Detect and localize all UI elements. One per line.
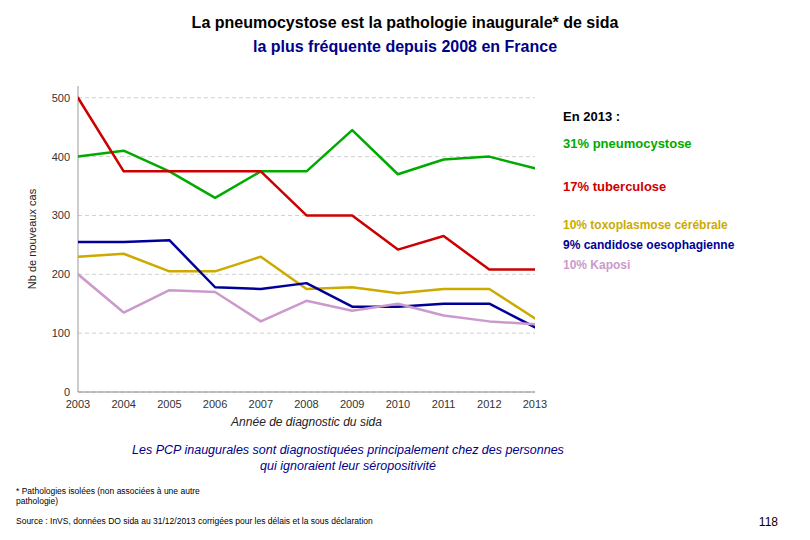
x-axis-label: Année de diagnostic du sida: [230, 415, 382, 429]
page-number: 118: [759, 515, 778, 529]
subtitle: Les PCP inaugurales sont diagnostiquées …: [132, 443, 564, 473]
footnote: Source : InVS, données DO sida au 31/12/…: [16, 516, 373, 526]
title-line: La pneumocystose est la pathologie inaug…: [192, 14, 619, 31]
lines: [78, 98, 535, 328]
x-tick-label: 2004: [111, 398, 135, 410]
annotation: 17% tuberculose: [563, 179, 666, 194]
x-tick-label: 2012: [477, 398, 501, 410]
y-tick-label: 400: [52, 151, 70, 163]
x-axis-line: [78, 392, 535, 393]
y-tick-label: 100: [52, 327, 70, 339]
x-tick-label: 2008: [294, 398, 318, 410]
chart: La pneumocystose est la pathologie inaug…: [0, 0, 810, 540]
y-tick-label: 200: [52, 268, 70, 280]
series-line: [78, 240, 535, 327]
title-line: la plus fréquente depuis 2008 en France: [253, 38, 557, 55]
x-tick-label: 2007: [249, 398, 273, 410]
title: La pneumocystose est la pathologie inaug…: [192, 14, 619, 55]
grid-line: [78, 274, 535, 275]
x-tick-label: 2011: [432, 398, 456, 410]
grid-line: [78, 97, 535, 98]
grid-line: [78, 392, 535, 393]
series-line: [78, 274, 535, 324]
x-tick-label: 2003: [66, 398, 90, 410]
annotation: 31% pneumocystose: [563, 136, 692, 151]
x-tick-label: 2006: [203, 398, 227, 410]
y-axis-line: [78, 86, 79, 392]
series-line: [78, 254, 535, 319]
y-tick-label: 500: [52, 92, 70, 104]
footnote-line: Source : InVS, données DO sida au 31/12/…: [16, 516, 373, 526]
grid: [78, 98, 535, 392]
annotation: 10% Kaposi: [563, 258, 630, 272]
annotation: 10% toxoplasmose cérébrale: [563, 218, 728, 232]
grid-line: [78, 333, 535, 334]
footnote-line: * Pathologies isolées (non associées à u…: [16, 486, 200, 496]
x-tick-label: 2013: [523, 398, 547, 410]
y-axis-label: Nb de nouveaux cas: [26, 188, 38, 289]
background: [0, 0, 810, 540]
x-tick-label: 2009: [340, 398, 364, 410]
annotation: 9% candidose oesophagienne: [563, 238, 735, 252]
footnote: * Pathologies isolées (non associées à u…: [16, 486, 200, 506]
subtitle-line: qui ignoraient leur séropositivité: [260, 459, 436, 473]
y-tick-label: 300: [52, 209, 70, 221]
subtitle-line: Les PCP inaugurales sont diagnostiquées …: [132, 443, 564, 457]
series-line: [78, 98, 535, 270]
x-tick-label: 2010: [386, 398, 410, 410]
x-tick-label: 2005: [157, 398, 181, 410]
y-tick-label: 0: [64, 386, 70, 398]
annotation: En 2013 :: [563, 109, 620, 124]
footnote-line: pathologie): [16, 496, 58, 506]
series-line: [78, 130, 535, 198]
